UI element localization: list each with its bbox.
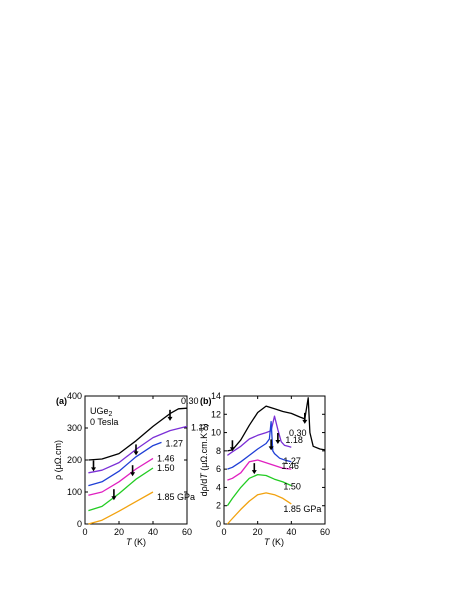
y-tick-label: 14 xyxy=(211,391,221,401)
series-label: 1.27 xyxy=(283,456,301,466)
series-line-1.18 xyxy=(227,415,292,456)
field-annotation: 0 Tesla xyxy=(90,417,118,427)
x-tick-label: 20 xyxy=(114,527,124,537)
transition-arrow-head xyxy=(111,496,117,501)
series-label: 0.30 xyxy=(289,428,307,438)
series-labels-a: 0.30 1.18 1.27 1.461.50 1.85 GPa xyxy=(157,396,209,502)
y-tick-label: 8 xyxy=(216,446,221,456)
series-label: 1.50 xyxy=(157,463,175,473)
x-axis-label-a: T (K) xyxy=(126,537,146,547)
x-tick-label: 60 xyxy=(320,527,330,537)
series-group-a xyxy=(88,407,188,525)
plot-b-frame xyxy=(223,395,326,525)
y-tick-label: 12 xyxy=(211,409,221,419)
series-line-1.27 xyxy=(88,441,162,487)
transition-arrow-head xyxy=(133,451,139,456)
y-tick-label: 2 xyxy=(216,501,221,511)
transition-arrow-head xyxy=(91,467,96,472)
x-tick-label: 40 xyxy=(286,527,296,537)
y-tick-label: 10 xyxy=(211,428,221,438)
y-tick-label: 200 xyxy=(67,455,82,465)
series-group-b xyxy=(226,397,326,525)
transition-arrow-head xyxy=(251,470,257,475)
x-tick-label: 60 xyxy=(182,527,192,537)
transition-arrow-head xyxy=(229,447,235,452)
y-tick-label: 6 xyxy=(216,464,221,474)
transition-arrow-head xyxy=(275,439,281,444)
series-line-1.46 xyxy=(227,459,292,481)
y-tick-label: 4 xyxy=(216,482,221,492)
x-axis-label-b: T (K) xyxy=(264,537,284,547)
series-line-1.50 xyxy=(88,467,154,512)
panel-a: (a) UGe2 0 Tesla 0 100 200 300 400 0 20 40 60 0… xyxy=(53,391,209,547)
series-line-0.30 xyxy=(227,397,326,452)
y-tick-label: 400 xyxy=(67,391,82,401)
x-axis-ticks-b: 0 20 40 60 xyxy=(221,396,330,537)
transition-arrows-b xyxy=(229,412,308,475)
series-line-1.27 xyxy=(227,420,292,470)
series-label: 1.27 xyxy=(166,438,184,448)
panel-b-label: (b) xyxy=(200,396,212,406)
y-tick-label: 100 xyxy=(67,487,82,497)
x-axis-ticks-a: 0 20 40 60 xyxy=(82,396,192,537)
series-line-0.30 xyxy=(88,407,188,461)
panel-b: (b) 0 2 4 6 8 10 12 14 0 20 40 60 0.301.18 1.271.46… xyxy=(199,391,330,547)
series-label: 1.46 xyxy=(157,453,175,463)
panel-a-label: (a) xyxy=(56,396,67,406)
series-labels-b: 0.301.18 1.271.46 1.50 1.85 GPa xyxy=(281,428,321,514)
series-label: 0.30 xyxy=(181,396,199,406)
x-tick-label: 40 xyxy=(148,527,158,537)
y-axis-label-a: ρ (μΩ.cm) xyxy=(53,440,63,480)
series-label: 1.18 xyxy=(191,422,209,432)
series-label: 1.50 xyxy=(283,482,301,492)
series-line-1.50 xyxy=(226,473,292,507)
series-line-1.46 xyxy=(88,457,154,496)
y-tick-label: 0 xyxy=(77,519,82,529)
transition-arrow-head xyxy=(302,419,308,424)
series-label: 1.46 xyxy=(281,461,299,471)
y-axis-label-b: dρ/dT (μΩ.cm.K-1) xyxy=(199,424,209,497)
series-label: 1.85 GPa xyxy=(157,492,195,502)
x-tick-label: 20 xyxy=(253,527,263,537)
y-tick-label: 0 xyxy=(216,519,221,529)
transition-arrow-head xyxy=(268,446,274,451)
transition-arrows-a xyxy=(91,409,173,501)
y-tick-label: 300 xyxy=(67,423,82,433)
x-tick-label: 0 xyxy=(82,527,87,537)
x-tick-label: 0 xyxy=(221,527,226,537)
sample-annotation: UGe2 xyxy=(90,406,113,418)
transition-arrow-head xyxy=(167,416,173,421)
series-label: 1.85 GPa xyxy=(283,504,321,514)
series-line-1.85-GPa xyxy=(226,492,292,525)
series-line-1.85-GPa xyxy=(88,491,154,525)
series-label: 1.18 xyxy=(285,435,303,445)
transition-arrow-head xyxy=(130,472,136,477)
